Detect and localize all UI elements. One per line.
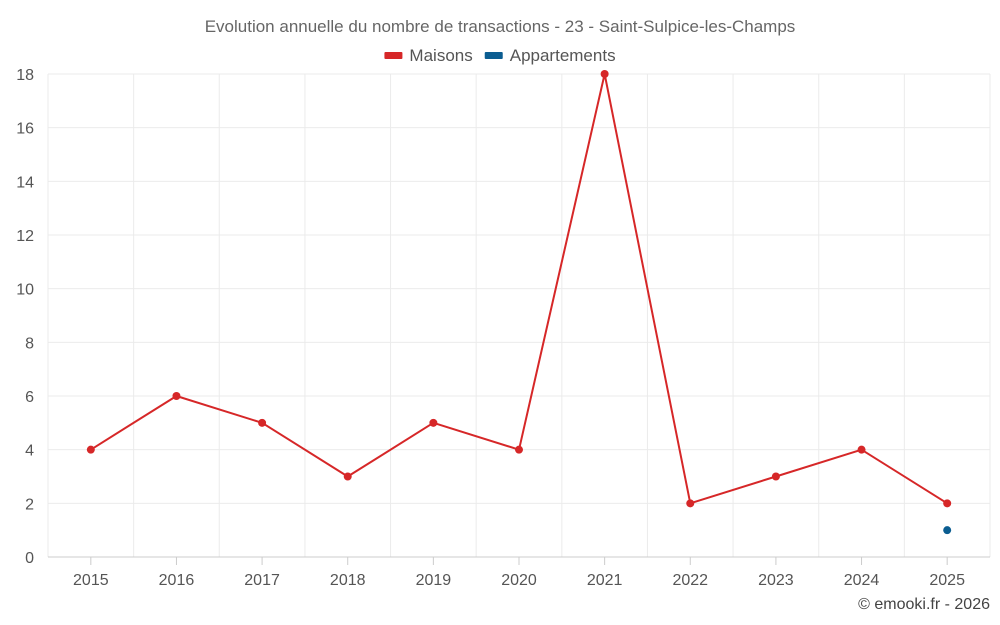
- series-appartements: [943, 526, 952, 535]
- x-tick-label: 2022: [672, 572, 708, 589]
- x-tick-label: 2023: [758, 572, 794, 589]
- data-point-maisons: [429, 418, 438, 427]
- y-tick-label: 2: [25, 496, 34, 513]
- data-point-maisons: [857, 445, 866, 454]
- series-maisons: [86, 70, 952, 508]
- legend-swatch-maisons: [384, 52, 403, 59]
- y-tick-label: 10: [16, 282, 34, 299]
- data-point-maisons: [771, 472, 780, 481]
- y-tick-label: 12: [16, 228, 34, 245]
- x-tick-label: 2024: [844, 572, 880, 589]
- x-tick-label: 2016: [159, 572, 195, 589]
- chart-axes: 0 2 4 6 8 10 12 14 16 18 2015 2016 2017 2018 2019 2020 2…: [16, 67, 990, 589]
- x-tick-label: 2017: [244, 572, 280, 589]
- data-point-maisons: [86, 445, 95, 454]
- chart-title: Evolution annuelle du nombre de transact…: [205, 17, 796, 36]
- x-tick-label: 2020: [501, 572, 537, 589]
- x-tick-label: 2018: [330, 572, 366, 589]
- data-point-maisons: [686, 499, 695, 508]
- y-tick-label: 8: [25, 335, 34, 352]
- x-tick-label: 2019: [416, 572, 452, 589]
- data-point-maisons: [258, 418, 267, 427]
- chart-grid: [47, 73, 991, 557]
- chart-series: [86, 70, 952, 535]
- y-tick-label: 16: [16, 121, 34, 138]
- y-tick-label: 0: [25, 550, 34, 567]
- data-point-maisons: [943, 499, 952, 508]
- x-tick-label: 2015: [73, 572, 109, 589]
- y-tick-label: 4: [25, 443, 34, 460]
- x-tick-label: 2021: [587, 572, 623, 589]
- chart-legend: Maisons Appartements: [384, 46, 616, 65]
- legend-label-appartements: Appartements: [510, 46, 616, 65]
- x-tick-label: 2025: [929, 572, 965, 589]
- data-point-maisons: [343, 472, 352, 481]
- y-tick-label: 18: [16, 67, 34, 84]
- data-point-maisons: [600, 70, 609, 78]
- data-point-maisons: [515, 445, 523, 454]
- data-point-appartements: [943, 526, 952, 535]
- data-point-maisons: [172, 392, 181, 400]
- y-tick-label: 6: [25, 389, 34, 406]
- credit-text: © emooki.fr - 2026: [858, 596, 990, 613]
- legend-swatch-appartements: [484, 52, 503, 59]
- y-tick-label: 14: [16, 174, 34, 191]
- legend-label-maisons: Maisons: [409, 46, 472, 65]
